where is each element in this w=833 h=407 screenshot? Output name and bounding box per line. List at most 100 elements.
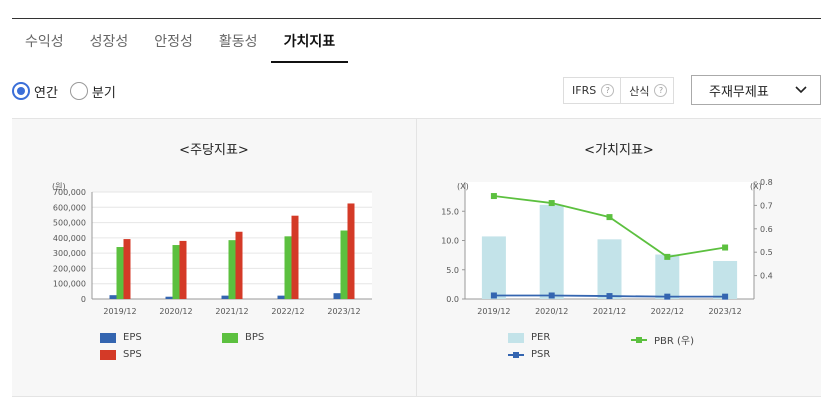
legend-bps: BPS xyxy=(222,332,264,343)
ifrs-label: IFRS xyxy=(572,84,597,97)
tab-stability[interactable]: 안정성 xyxy=(154,34,193,50)
top-rule xyxy=(12,18,821,19)
point-pbr xyxy=(606,214,613,221)
x-tick-label: 2019/12 xyxy=(477,307,510,316)
y-tick-label: 500,000 xyxy=(53,219,86,228)
radio-unchecked-indicator[interactable] xyxy=(69,82,88,100)
y-tick-label: 400,000 xyxy=(53,234,86,243)
statement-type-select[interactable]: 주재무제표 xyxy=(691,75,821,105)
legend-psr-label: PSR xyxy=(531,349,551,360)
radio-quarterly[interactable]: 분기 xyxy=(69,82,116,101)
y-right-tick-label: 0.7 xyxy=(760,201,773,210)
y-left-tick-label: 15.0 xyxy=(441,207,459,216)
x-tick-label: 2020/12 xyxy=(535,307,568,316)
bar-bps xyxy=(228,240,236,299)
y-right-tick-label: 0.6 xyxy=(760,225,773,234)
x-tick-label: 2021/12 xyxy=(215,307,248,316)
legend-sps: SPS xyxy=(100,349,142,360)
bar-bps xyxy=(172,245,180,299)
point-pbr xyxy=(490,193,497,200)
point-psr xyxy=(548,292,555,299)
legend-bps-swatch xyxy=(222,332,238,343)
y-right-axis-label: (X) xyxy=(750,182,762,191)
x-tick-label: 2019/12 xyxy=(103,307,136,316)
per-share-chart: 0 100,000 200,000 300,000 400,000 500,000 600,… xyxy=(52,182,372,316)
bar-eps xyxy=(221,295,229,299)
y-left-tick-label: 10.0 xyxy=(441,237,459,246)
y-right-tick-label: 0.5 xyxy=(760,248,773,257)
statement-type-value: 주재무제표 xyxy=(709,84,769,100)
y-left-tick-label: 5.0 xyxy=(446,266,459,275)
bar-per xyxy=(539,204,564,299)
legend-per-swatch xyxy=(508,332,524,343)
bar-bps xyxy=(116,247,124,299)
tab-value-indicators[interactable]: 가치지표 xyxy=(270,19,349,63)
y-tick-label: 700,000 xyxy=(53,188,86,197)
ifrs-info-button[interactable]: IFRS ? xyxy=(564,78,620,103)
radio-quarterly-label: 분기 xyxy=(91,85,116,101)
y-tick-label: 600,000 xyxy=(53,203,86,212)
bar-bps xyxy=(340,230,348,299)
point-pbr xyxy=(722,244,729,251)
point-pbr xyxy=(548,200,555,207)
legend-eps-swatch xyxy=(100,332,116,343)
per-share-chart-title: <주당지표> xyxy=(179,143,249,158)
bar-sps xyxy=(291,215,299,299)
point-psr xyxy=(606,293,613,300)
chevron-down-icon xyxy=(795,86,807,94)
help-icon[interactable]: ? xyxy=(601,84,615,97)
point-psr xyxy=(722,293,729,300)
bar-eps xyxy=(109,295,117,299)
point-psr xyxy=(490,292,497,299)
bar-per xyxy=(597,239,622,299)
legend-psr-line xyxy=(508,350,524,360)
radio-checked-indicator[interactable] xyxy=(12,82,30,100)
period-radio-group: 연간 분기 xyxy=(12,80,128,102)
legend-sps-swatch xyxy=(100,349,116,360)
x-tick-label: 2022/12 xyxy=(651,307,684,316)
charts-divider xyxy=(416,118,417,397)
x-tick-label: 2023/12 xyxy=(708,307,741,316)
legend-per-label: PER xyxy=(531,332,551,343)
bar-eps xyxy=(277,295,285,299)
ifrs-info-group: IFRS ? 산식 ? xyxy=(563,77,675,104)
tab-bar: 수익성 성장성 안정성 활동성 가치지표 xyxy=(12,19,348,63)
x-tick-label: 2020/12 xyxy=(159,307,192,316)
bar-sps xyxy=(235,231,243,299)
bar-per xyxy=(481,236,506,299)
y-axis-label: (원) xyxy=(52,182,66,191)
y-left-axis-label: (X) xyxy=(457,182,469,191)
bar-bps xyxy=(284,236,292,299)
formula-info-button[interactable]: 산식 ? xyxy=(620,78,673,103)
bar-per xyxy=(655,254,680,299)
bar-sps xyxy=(179,240,187,299)
bar-sps xyxy=(347,203,355,299)
help-icon[interactable]: ? xyxy=(654,84,668,97)
y-tick-label: 200,000 xyxy=(53,264,86,273)
legend-eps-label: EPS xyxy=(123,332,142,343)
legend-pbr-label: PBR (우) xyxy=(654,336,695,347)
radio-annual-label: 연간 xyxy=(34,85,58,101)
legend-per: PER xyxy=(508,332,550,343)
bar-eps xyxy=(165,296,173,299)
tab-activity[interactable]: 활동성 xyxy=(218,34,258,50)
point-pbr xyxy=(664,253,671,260)
y-tick-label: 0 xyxy=(81,295,86,304)
y-tick-label: 300,000 xyxy=(53,249,86,258)
formula-label: 산식 xyxy=(629,84,650,98)
legend-pbr-line xyxy=(631,335,647,345)
radio-annual[interactable]: 연간 xyxy=(12,82,58,101)
legend-psr: PSR xyxy=(508,349,550,360)
tab-growth[interactable]: 성장성 xyxy=(89,34,129,50)
bar-sps xyxy=(123,239,131,299)
tab-profitability[interactable]: 수익성 xyxy=(25,34,64,50)
value-chart-title: <가치지표> xyxy=(584,143,654,158)
x-tick-label: 2022/12 xyxy=(271,307,304,316)
x-tick-label: 2021/12 xyxy=(593,307,626,316)
y-right-tick-label: 0.8 xyxy=(760,178,773,187)
y-left-tick-label: 0.0 xyxy=(446,295,459,304)
point-psr xyxy=(664,293,671,300)
y-tick-label: 100,000 xyxy=(53,280,86,289)
x-tick-label: 2023/12 xyxy=(327,307,360,316)
y-right-tick-label: 0.4 xyxy=(760,272,773,281)
